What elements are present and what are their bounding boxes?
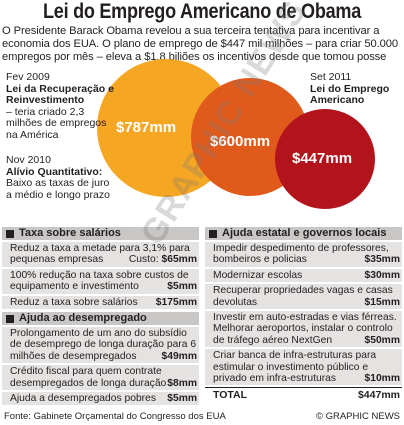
row-amount: Custo: $65mm bbox=[129, 254, 197, 265]
row-amount: $5mm bbox=[167, 393, 197, 405]
panel-unemployment-aid: Ajuda ao desempregado Prolongamento de u… bbox=[2, 312, 199, 406]
footer-source: Fonte: Gabinete Orçamental do Congresso … bbox=[4, 411, 226, 422]
square-bullet-icon bbox=[6, 229, 14, 238]
total-row: TOTAL $447mm bbox=[205, 387, 402, 402]
panel-header: Ajuda ao desempregado bbox=[2, 312, 199, 325]
footer-credit: © GRAPHIC NEWS bbox=[315, 411, 400, 422]
page-title: Lei do Emprego Americano de Obama bbox=[43, 0, 361, 23]
row-text: Prolongamento de um ano do subsídio de d… bbox=[10, 328, 197, 362]
list-item: Criar banca de infra-estruturas para est… bbox=[205, 349, 402, 386]
row-amount: $8mm bbox=[167, 377, 197, 389]
list-item: Recuperar propriedades vagas e casas dev… bbox=[205, 284, 402, 310]
bubble-2011-value: $447mm bbox=[292, 150, 353, 167]
total-amount: $447mm bbox=[357, 389, 400, 402]
bubble-2009-value: $787mm bbox=[116, 119, 177, 136]
intro-text: O Presidente Barack Obama revelou a sua … bbox=[2, 25, 399, 63]
annotation-body: Baixo as taxas de juro a médio e longo p… bbox=[6, 177, 110, 201]
annotation-quantitative-easing: Nov 2010 Alívio Quantitativo: Baixo as t… bbox=[6, 154, 116, 201]
row-text: Crédito fiscal para quem contrate desemp… bbox=[10, 366, 167, 389]
list-item: Prolongamento de um ano do subsídio de d… bbox=[2, 327, 199, 364]
row-text: Impedir despedimento de professores, bom… bbox=[213, 243, 389, 266]
list-item: Impedir despedimento de professores, bom… bbox=[205, 242, 402, 267]
panel-payroll-tax: Taxa sobre salários Reduz a taxa a metad… bbox=[2, 227, 199, 310]
annotation-heading: Lei da Recuperação e Reinvestimento bbox=[6, 82, 114, 106]
bubble-chart bbox=[97, 59, 375, 209]
row-text: Ajuda a desempregados pobres bbox=[10, 393, 156, 405]
annotation-heading: Alívio Quantitativo: bbox=[6, 165, 103, 178]
list-item: 100% redução na taxa sobre custos de equ… bbox=[2, 268, 199, 294]
total-label: TOTAL bbox=[213, 389, 248, 402]
bubble-2010-value: $600mm bbox=[210, 133, 271, 150]
row-amount: $50mm bbox=[364, 334, 401, 346]
annotation-date: Nov 2010 bbox=[6, 154, 51, 166]
list-item: Crédito fiscal para quem contrate desemp… bbox=[2, 365, 199, 391]
annotation-body: – teria criado 2,3 milhões de empregos n… bbox=[6, 105, 107, 141]
list-item: Reduz a taxa sobre salários $175mm bbox=[2, 295, 199, 310]
cost-label: Custo: bbox=[128, 254, 159, 266]
row-amount: $5mm bbox=[167, 281, 197, 293]
annotation-jobs-act: Set 2011 Lei do Emprego Americano bbox=[310, 71, 400, 107]
amount-value: $65mm bbox=[161, 254, 198, 266]
list-item: Ajuda a desempregados pobres $5mm bbox=[2, 392, 199, 406]
panel-title: Ajuda ao desempregado bbox=[19, 312, 147, 324]
square-bullet-icon bbox=[6, 314, 14, 323]
row-text: Investir em auto-estradas e vias férreas… bbox=[213, 312, 397, 346]
panel-header: Ajuda estatal e governos locais bbox=[205, 227, 402, 240]
row-amount: $10mm bbox=[364, 373, 401, 385]
row-text: Criar banca de infra-estruturas para est… bbox=[213, 350, 377, 385]
row-amount: $49mm bbox=[161, 350, 198, 362]
bubble-2011 bbox=[275, 109, 375, 209]
row-text: Reduz a taxa sobre salários bbox=[10, 296, 138, 308]
panel-title: Ajuda estatal e governos locais bbox=[222, 227, 387, 239]
annotation-date: Set 2011 bbox=[310, 71, 352, 83]
square-bullet-icon bbox=[209, 229, 217, 238]
row-text: 100% redução na taxa sobre custos de equ… bbox=[10, 269, 189, 293]
annotation-heading: Lei do Emprego Americano bbox=[310, 82, 390, 106]
panel-header: Taxa sobre salários bbox=[2, 227, 199, 240]
row-text: Recuperar propriedades vagas e casas dev… bbox=[213, 285, 393, 308]
row-amount: $15mm bbox=[364, 296, 401, 308]
list-item: Modernizar escolas $30mm bbox=[205, 268, 402, 283]
row-text: Reduz a taxa a metade para 3,1% para peq… bbox=[10, 243, 190, 266]
annotation-recovery-act: Fev 2009 Lei da Recuperação e Reinvestim… bbox=[6, 71, 118, 141]
row-amount: $35mm bbox=[364, 254, 401, 266]
panel-state-local-aid: Ajuda estatal e governos locais Impedir … bbox=[205, 227, 402, 402]
list-item: Investir em auto-estradas e vias férreas… bbox=[205, 311, 402, 348]
panel-title: Taxa sobre salários bbox=[19, 227, 121, 239]
row-amount: $175mm bbox=[155, 296, 197, 308]
annotation-date: Fev 2009 bbox=[6, 71, 50, 83]
row-amount: $30mm bbox=[364, 269, 401, 281]
row-text: Modernizar escolas bbox=[213, 269, 303, 281]
list-item: Reduz a taxa a metade para 3,1% para peq… bbox=[2, 242, 199, 267]
